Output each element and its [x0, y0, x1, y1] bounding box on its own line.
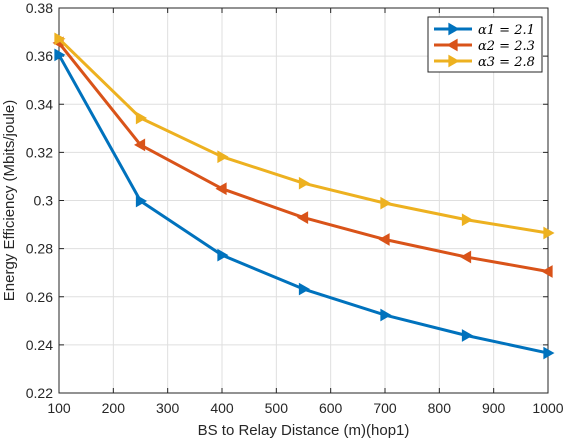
data-point — [459, 250, 472, 264]
data-point — [461, 329, 474, 342]
x-tick-label: 600 — [319, 400, 343, 416]
data-point — [461, 213, 474, 227]
x-tick-label: 1000 — [532, 400, 563, 416]
legend-label: α3 = 2.8 — [478, 55, 535, 70]
data-point — [298, 176, 311, 190]
data-point — [215, 182, 227, 196]
axis-ticks: 100 200 300 400 500 600 700 800 900 1000 0.22 0.24 0… — [26, 0, 564, 416]
y-tick-label: 0.36 — [26, 48, 53, 64]
legend: α1 = 2.1α2 = 2.3α3 = 2.8 — [427, 16, 543, 73]
data-point — [543, 346, 555, 360]
data-point — [135, 194, 148, 208]
y-axis-label: Energy Efficiency (Mbits/joule) — [1, 100, 18, 301]
x-tick-label: 500 — [265, 400, 289, 416]
legend-marker — [448, 22, 460, 36]
legend-item-2: α2 = 2.3 — [434, 38, 535, 54]
x-tick-label: 900 — [482, 400, 506, 416]
series-1 — [54, 48, 555, 360]
y-tick-label: 0.3 — [34, 193, 54, 209]
x-tick-label: 300 — [156, 400, 180, 416]
data-point — [543, 226, 555, 240]
legend-label: α1 = 2.1 — [478, 23, 535, 38]
data-point — [296, 211, 309, 224]
legend-label: α2 = 2.3 — [478, 39, 535, 54]
data-point — [217, 150, 229, 164]
data-point — [133, 138, 146, 152]
data-point — [298, 282, 311, 296]
y-tick-label: 0.32 — [26, 144, 53, 160]
data-point — [378, 233, 390, 246]
x-tick-label: 100 — [47, 400, 71, 416]
data-point — [54, 32, 66, 46]
series-3 — [54, 32, 555, 240]
y-tick-label: 0.24 — [26, 337, 53, 353]
x-axis-label: BS to Relay Distance (m)(hop1) — [198, 422, 410, 439]
data-point — [135, 111, 148, 125]
data-point — [380, 308, 392, 322]
series-layer — [52, 32, 555, 360]
legend-marker — [448, 54, 460, 68]
data-point — [217, 248, 229, 262]
y-tick-label: 0.28 — [26, 241, 53, 257]
x-tick-label: 200 — [102, 400, 126, 416]
x-tick-label: 400 — [210, 400, 234, 416]
data-point — [54, 48, 66, 62]
x-tick-label: 700 — [373, 400, 397, 416]
x-tick-label: 800 — [428, 400, 452, 416]
series-2 — [52, 36, 553, 278]
y-tick-label: 0.34 — [26, 96, 53, 112]
data-point — [541, 265, 553, 278]
data-point — [380, 196, 392, 210]
legend-item-1: α1 = 2.1 — [434, 22, 535, 38]
legend-item-3: α3 = 2.8 — [434, 54, 535, 70]
y-tick-label: 0.26 — [26, 289, 53, 305]
y-tick-label: 0.38 — [26, 0, 53, 16]
legend-marker — [446, 38, 458, 52]
y-tick-label: 0.22 — [26, 385, 53, 401]
